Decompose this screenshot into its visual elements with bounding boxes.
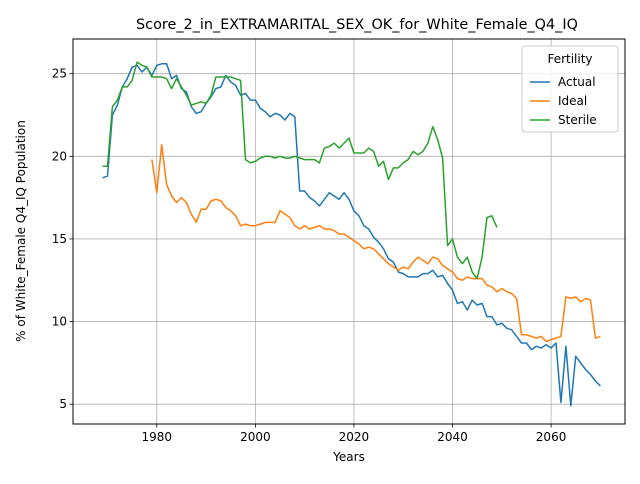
y-tick-label: 20: [52, 149, 67, 163]
x-axis-ticks: 1980 2000 2020 2040 2060: [142, 424, 567, 444]
series-lines: [102, 61, 601, 407]
series-line-ideal: [151, 144, 601, 343]
x-tick-label: 2020: [339, 430, 370, 444]
x-tick-label: 1980: [142, 430, 173, 444]
plot-frame: [72, 38, 626, 425]
y-axis-label: % of White_Female Q4_IQ Population: [14, 120, 28, 342]
y-tick-label: 15: [52, 232, 67, 246]
legend: Fertility Actual Ideal Sterile: [521, 45, 619, 133]
chart-title: Score_2_in_EXTRAMARITAL_SEX_OK_for_White…: [136, 17, 578, 33]
y-tick-label: 10: [52, 315, 67, 329]
x-tick-label: 2000: [240, 430, 271, 444]
legend-label-actual: Actual: [558, 75, 596, 89]
x-tick-label: 2060: [536, 430, 567, 444]
x-axis-label: Years: [332, 450, 365, 464]
x-tick-label: 2040: [437, 430, 468, 444]
legend-label-sterile: Sterile: [558, 113, 597, 127]
y-tick-label: 5: [59, 397, 67, 411]
y-tick-label: 25: [52, 67, 67, 81]
legend-label-ideal: Ideal: [558, 94, 587, 108]
y-axis-ticks: 5 10 15 20 25: [52, 67, 73, 411]
legend-title: Fertility: [547, 52, 592, 66]
legend-items: Actual Ideal Sterile: [530, 75, 597, 127]
series-line-actual: [102, 63, 601, 407]
series-line-sterile: [102, 61, 498, 280]
legend-box: [521, 45, 619, 133]
